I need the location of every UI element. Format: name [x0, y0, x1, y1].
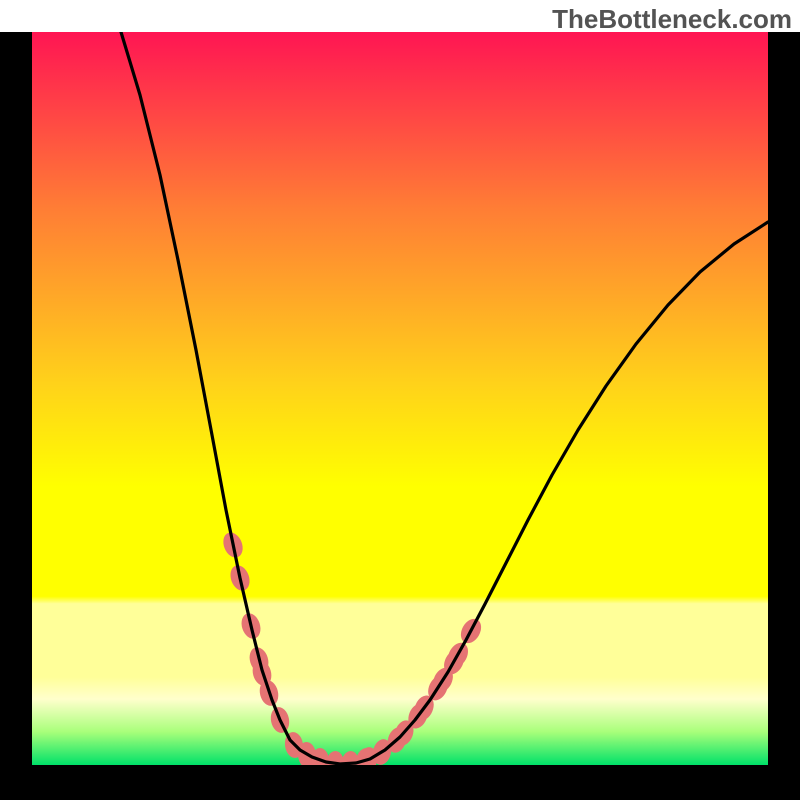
chart-canvas: { "watermark": { "text": "TheBottleneck.… [0, 0, 800, 800]
gradient-background [32, 32, 768, 765]
chart-svg [0, 0, 800, 800]
watermark-text: TheBottleneck.com [552, 4, 792, 35]
